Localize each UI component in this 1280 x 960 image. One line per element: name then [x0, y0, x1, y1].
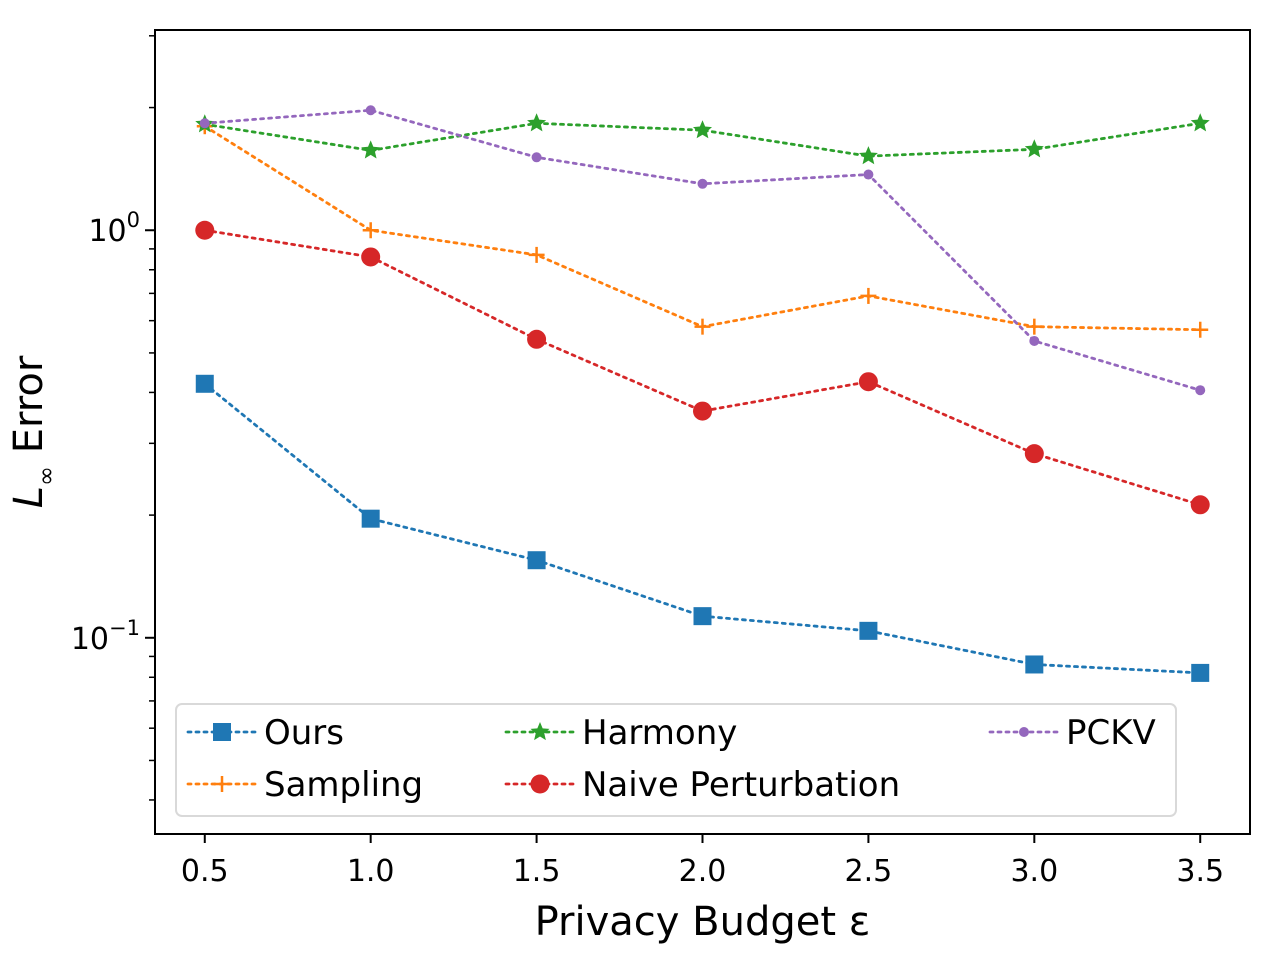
data-point: [1024, 139, 1044, 158]
series-line: [203, 228, 1202, 507]
data-point: [528, 246, 545, 263]
y-axis-label: L∞ Error: [6, 355, 60, 508]
x-tick-label: 3.5: [1176, 854, 1224, 889]
legend-label: Naive Perturbation: [582, 765, 900, 805]
data-point: [195, 374, 214, 393]
x-tick-label: 0.5: [181, 854, 229, 889]
legend-label: PCKV: [1066, 713, 1156, 753]
x-tick-label: 2.5: [845, 854, 893, 889]
data-point: [531, 152, 542, 163]
axes: 0.5 1.0 1.5 2.0 2.5 3.0 3.5 100 10−1: [71, 29, 1251, 889]
x-tick-label: 1.5: [513, 854, 561, 889]
x-tick-label: 3.0: [1010, 854, 1058, 889]
data-point: [1192, 321, 1209, 338]
x-tick-label: 1.0: [347, 854, 395, 889]
data-point: [527, 113, 547, 132]
data-point: [693, 607, 712, 626]
legend-frame: [175, 703, 1177, 817]
data-point: [692, 120, 713, 139]
data-point: [1195, 385, 1206, 396]
data-point: [1029, 335, 1040, 346]
y-axis-label-sub: ∞: [32, 466, 60, 486]
series-sampling: [196, 118, 1209, 338]
series-line: [203, 124, 1202, 332]
series-line: [203, 108, 1202, 392]
series-ours: [195, 374, 1210, 682]
data-point: [1190, 495, 1210, 515]
legend-item-sampling: Sampling: [186, 765, 423, 805]
data-point: [365, 105, 376, 116]
y-axis-label-main: L: [6, 486, 52, 508]
data-point: [858, 146, 878, 165]
data-point: [858, 372, 878, 392]
series-harmony: [195, 113, 1210, 165]
data-point: [361, 247, 381, 267]
legend-marker: [214, 776, 230, 792]
data-point: [361, 140, 381, 159]
legend-item-harmony: Harmony: [504, 713, 737, 753]
legend-marker: [213, 723, 231, 741]
series-naive-perturbation: [195, 220, 1210, 515]
series-pckv: [199, 105, 1206, 396]
data-point: [527, 329, 547, 349]
legend-marker: [530, 774, 550, 794]
data-point: [694, 318, 711, 335]
plot-area: [195, 105, 1210, 682]
legend: Ours Sampling Harmony Naive Perturbation PCK…: [175, 703, 1177, 817]
data-point: [1025, 655, 1044, 674]
data-point: [859, 621, 878, 640]
legend-item-pckv: PCKV: [988, 713, 1156, 753]
legend-label: Ours: [264, 713, 344, 753]
legend-label: Sampling: [264, 765, 423, 805]
data-point: [863, 169, 874, 180]
data-point: [361, 509, 380, 528]
y-tick-label: 100: [88, 208, 140, 249]
y-axis-label-rest: Error: [6, 355, 52, 466]
legend-item-ours: Ours: [186, 713, 344, 753]
data-point: [860, 287, 877, 304]
legend-item-naive-perturbation: Naive Perturbation: [504, 765, 900, 805]
data-point: [697, 178, 708, 189]
legend-marker: [530, 722, 550, 741]
data-point: [362, 222, 379, 239]
data-point: [1190, 113, 1210, 132]
series-line: [203, 382, 1202, 675]
data-point: [1191, 663, 1210, 682]
legend-marker: [1019, 727, 1029, 737]
data-point: [1026, 318, 1043, 335]
legend-label: Harmony: [582, 713, 737, 753]
data-point: [199, 118, 210, 129]
x-axis-label: Privacy Budget ε: [535, 899, 871, 945]
y-tick-label: 10−1: [71, 616, 140, 657]
x-tick-label: 2.0: [679, 854, 727, 889]
data-point: [195, 220, 215, 240]
data-point: [527, 551, 546, 570]
data-point: [693, 401, 712, 421]
data-point: [1024, 444, 1044, 464]
